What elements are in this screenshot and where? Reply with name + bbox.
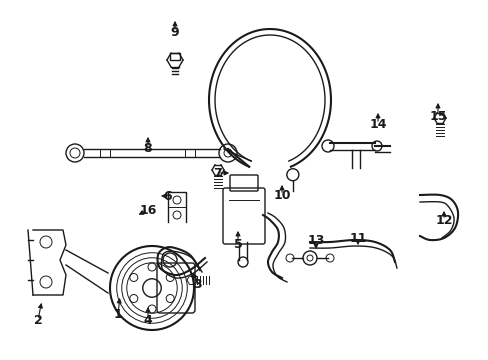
- Text: 3: 3: [193, 279, 202, 292]
- Text: 4: 4: [143, 314, 152, 327]
- Text: 11: 11: [348, 231, 366, 244]
- Text: 15: 15: [428, 109, 446, 122]
- Text: 13: 13: [306, 234, 324, 247]
- Text: 1: 1: [113, 309, 122, 321]
- Text: 8: 8: [143, 141, 152, 154]
- Text: 14: 14: [368, 117, 386, 131]
- Text: 12: 12: [434, 213, 452, 226]
- Text: 2: 2: [34, 314, 42, 327]
- Text: 16: 16: [139, 203, 156, 216]
- Text: 10: 10: [273, 189, 290, 202]
- Text: 9: 9: [170, 26, 179, 39]
- Text: 5: 5: [233, 238, 242, 251]
- Text: 7: 7: [213, 166, 222, 180]
- Text: 6: 6: [163, 189, 172, 202]
